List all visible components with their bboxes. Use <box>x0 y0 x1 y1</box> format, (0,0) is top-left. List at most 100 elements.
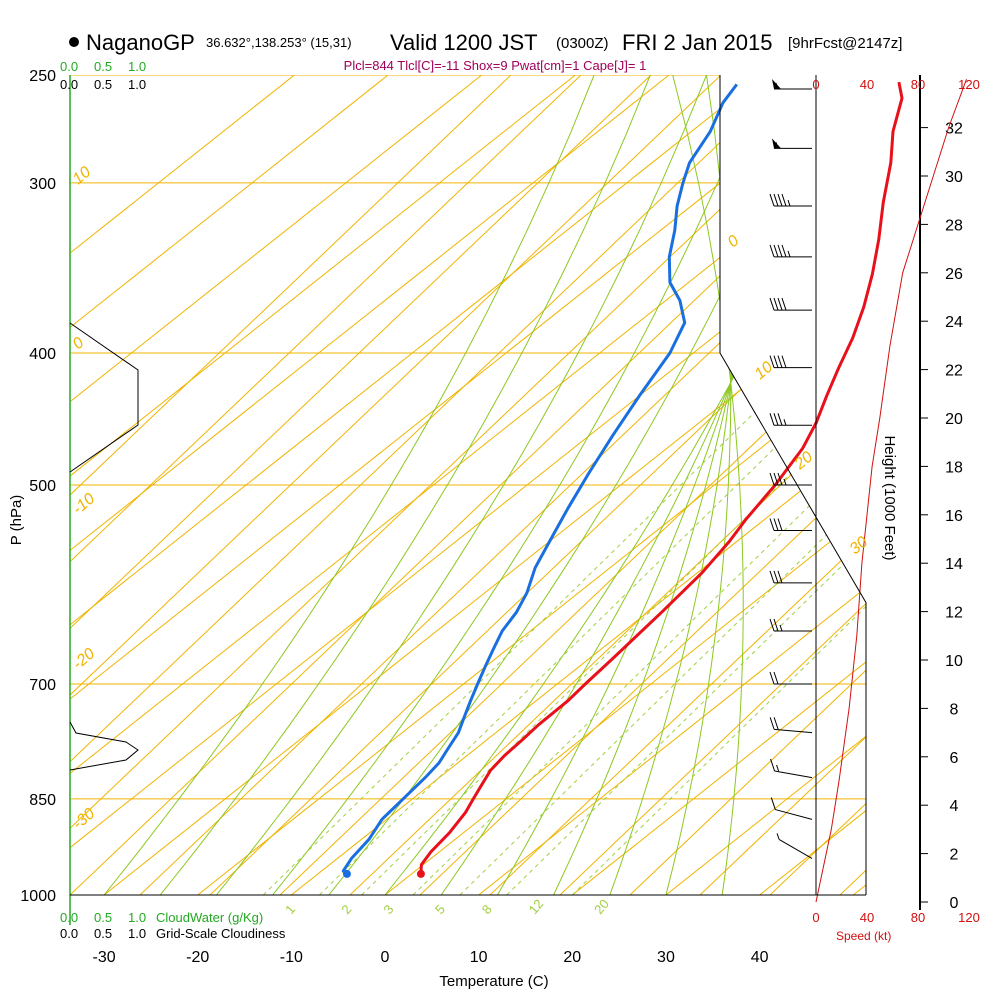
dry-adiabat-line <box>209 75 866 895</box>
wind-barb-staff <box>774 770 813 779</box>
wind-barb-feather <box>770 797 776 810</box>
wind-barb-staff <box>774 728 813 734</box>
temperature-tick-label: 20 <box>563 949 581 966</box>
dry-adiabat-line <box>70 75 862 895</box>
dry-adiabat-line <box>70 75 722 895</box>
speed-tick-label-bottom: 40 <box>860 910 874 925</box>
height-tick-label: 2 <box>950 847 959 864</box>
wind-barb-feather <box>769 413 775 426</box>
cloudiness-trace <box>69 721 139 771</box>
dry-adiabat-line <box>279 75 866 895</box>
dry-adiabat-line <box>629 75 866 895</box>
dry-adiabat-line <box>559 75 866 895</box>
wind-barb-feather <box>769 570 775 584</box>
station-coords: 36.632°,138.253° (15,31) <box>206 35 352 50</box>
mixing-ratio-label: 3 <box>380 902 396 917</box>
isotherm-line <box>70 75 866 895</box>
cloud-water-scale-label: 1.0 <box>128 59 146 74</box>
height-tick-label: 18 <box>945 459 963 476</box>
height-tick-label: 10 <box>945 653 963 670</box>
cloud-water-scale-label: 0.5 <box>94 910 112 925</box>
isotherm-label: 10 <box>70 164 95 189</box>
mixing-ratio-line <box>459 352 866 895</box>
valid-utc: (0300Z) <box>556 35 609 52</box>
speed-tick-label-top: 40 <box>860 77 874 92</box>
wind-barb-feather <box>769 244 775 258</box>
cloudiness-scale-label: 0.5 <box>94 926 112 941</box>
height-tick-label: 12 <box>945 605 963 622</box>
isotherm-label: -20 <box>70 645 99 673</box>
mixing-ratio-line <box>571 352 866 895</box>
height-tick-label: 20 <box>945 411 963 428</box>
temperature-tick-label: 10 <box>470 949 488 966</box>
isotherm-line <box>197 75 866 895</box>
wind-barb <box>769 413 812 426</box>
wind-barb-staff <box>775 809 813 820</box>
mixing-ratio-line <box>506 352 866 895</box>
cloud-water-scale-label: 1.0 <box>128 910 146 925</box>
dry-adiabat-line <box>70 75 512 895</box>
wind-barb-half-feather <box>775 142 779 149</box>
wind-barb-feather <box>769 297 775 311</box>
temperature-tick-label: 40 <box>751 949 769 966</box>
isotherm-line <box>70 75 483 895</box>
wind-barb-feather <box>769 355 775 368</box>
height-tick-label: 14 <box>945 556 963 573</box>
isotherm-label: 30 <box>847 534 872 559</box>
cloud-water-scale-label: 0.0 <box>60 59 78 74</box>
wind-barb-half-feather <box>783 478 787 486</box>
wind-barb-half-feather <box>776 764 780 772</box>
wind-barb-half-feather <box>787 250 791 258</box>
wind-barb <box>772 138 812 149</box>
wind-barb <box>776 833 813 859</box>
temperature-tick-label: 30 <box>657 949 675 966</box>
wind-barb-feather <box>777 413 783 426</box>
isotherm-line <box>103 75 866 895</box>
wind-barb <box>769 472 812 486</box>
wind-barb-feather <box>781 355 787 368</box>
cloudiness-scale-label: 1.0 <box>128 926 146 941</box>
mixing-ratio-label: 2 <box>338 902 354 917</box>
wind-barb-feather <box>773 297 779 311</box>
isotherm-line <box>384 75 866 895</box>
isotherm-line <box>70 75 763 895</box>
moist-adiabat-line <box>272 75 764 895</box>
station-marker-icon <box>69 37 79 47</box>
height-tick-label: 24 <box>945 314 963 331</box>
isotherm-label: 0 <box>725 232 743 251</box>
height-tick-label: 22 <box>945 363 963 380</box>
mixing-ratio-label: 8 <box>479 902 495 917</box>
wind-barb-feather <box>773 570 779 584</box>
surface-dewpoint-point <box>342 869 351 878</box>
cloudiness-scale-label: 0.0 <box>60 77 78 92</box>
pressure-tick-label: 400 <box>29 346 56 363</box>
dry-adiabat-line <box>70 75 792 895</box>
wind-barb <box>769 355 812 369</box>
wind-barb-feather <box>773 472 779 486</box>
wind-barb-feather <box>769 472 775 486</box>
wind-barb-feather <box>773 518 779 531</box>
wind-barb-half-feather <box>779 624 783 632</box>
wind-barb <box>769 671 812 685</box>
temperature-tick-label: -20 <box>186 949 209 966</box>
isotherm-label: 0 <box>70 334 88 353</box>
isotherm-line <box>70 75 857 895</box>
pressure-tick-label: 700 <box>29 677 56 694</box>
station-name: NaganoGP <box>86 30 195 55</box>
height-tick-label: 28 <box>945 217 963 234</box>
wind-barb <box>770 758 813 779</box>
forecast-label: [9hrFcst@2147z] <box>788 35 902 52</box>
cloudiness-label: Grid-Scale Cloudiness <box>156 926 286 941</box>
mixing-ratio-label: 20 <box>591 896 612 917</box>
wind-barb-feather <box>777 518 783 531</box>
wind-barb <box>769 518 812 532</box>
cloud-water-label: CloudWater (g/Kg) <box>156 910 263 925</box>
wind-barb <box>769 618 812 632</box>
isotherm-line <box>571 75 866 895</box>
wind-barb-feather <box>769 717 775 730</box>
wind-panel: 0040408080120120024681012141618202224262… <box>769 75 980 925</box>
isotherm-line <box>70 75 576 895</box>
wind-barb <box>769 717 813 734</box>
x-axis-title: Temperature (C) <box>439 973 548 990</box>
wind-barb-feather <box>777 472 783 486</box>
